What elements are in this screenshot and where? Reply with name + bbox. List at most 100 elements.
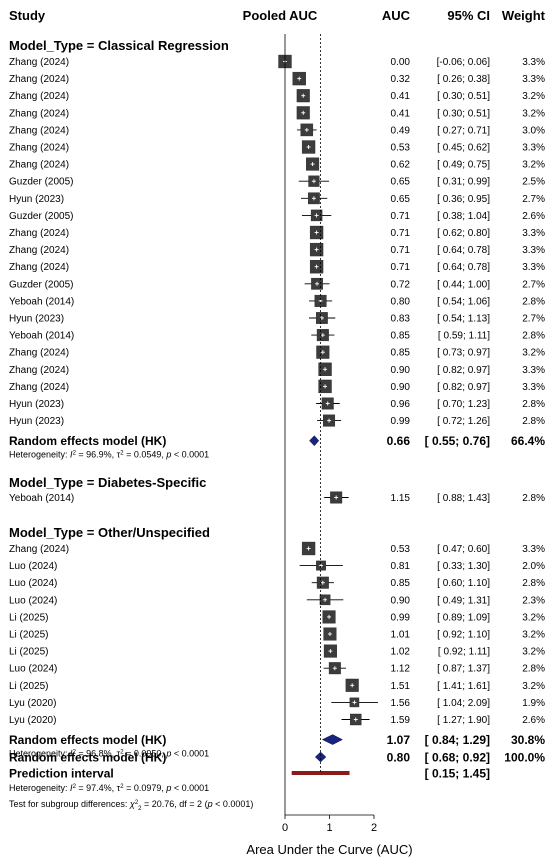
pooled-diamond <box>321 734 343 745</box>
ci-value: [ 0.62; 0.80] <box>437 228 490 239</box>
study-label: Zhang (2024) <box>9 544 69 555</box>
study-label: Hyun (2023) <box>9 416 64 427</box>
weight-value: 2.8% <box>522 416 545 427</box>
heterogeneity-text: Heterogeneity: I2 = 97.4%, τ2 = 0.0979, … <box>9 783 209 793</box>
ci-value: [ 0.73; 0.97] <box>437 348 490 359</box>
auc-value: 0.32 <box>391 74 411 85</box>
study-label: Zhang (2024) <box>9 245 69 256</box>
study-label: Luo (2024) <box>9 578 57 589</box>
het-i2-symbol: I <box>70 783 73 793</box>
ci-value: [ 0.88; 1.43] <box>437 493 490 504</box>
ci-value: [ 0.59; 1.11] <box>438 331 490 342</box>
auc-value: 0.83 <box>391 314 411 325</box>
study-label: Lyu (2020) <box>9 698 56 709</box>
study-label: Luo (2024) <box>9 595 57 606</box>
weight-value: 3.2% <box>522 160 545 171</box>
auc-value: 0.80 <box>391 296 411 307</box>
study-label: Hyun (2023) <box>9 399 64 410</box>
auc-value: 0.65 <box>391 194 411 205</box>
weight-value: 3.2% <box>522 647 545 658</box>
study-label: Zhang (2024) <box>9 262 69 273</box>
weight-value: 3.3% <box>522 262 545 273</box>
auc-value: 0.85 <box>391 578 411 589</box>
ci-value: [ 1.41; 1.61] <box>437 681 490 692</box>
study-label: Li (2025) <box>9 612 48 623</box>
het-i2-superscript: 2 <box>73 451 77 457</box>
prediction-bar <box>291 771 350 775</box>
het-tau-value: = 0.0950, <box>124 749 167 759</box>
het-prefix: Heterogeneity: <box>9 783 70 793</box>
weight-value: 2.8% <box>522 399 545 410</box>
pooled-label: Random effects model (HK) <box>9 434 166 448</box>
weight-value: 2.8% <box>522 331 545 342</box>
weight-value: 3.3% <box>522 228 545 239</box>
x-tick-label: 1 <box>326 822 332 834</box>
ci-value: [ 1.27; 1.90] <box>437 715 490 726</box>
weight-value: 1.9% <box>522 698 545 709</box>
weight-value: 3.3% <box>522 382 545 393</box>
x-tick-label: 2 <box>371 822 377 834</box>
ci-value: [ 0.92; 1.10] <box>437 630 490 641</box>
pooled-weight-value: 66.4% <box>511 434 545 448</box>
auc-value: 0.90 <box>391 382 411 393</box>
auc-value: 0.71 <box>391 228 411 239</box>
study-label: Hyun (2023) <box>9 194 64 205</box>
study-label: Zhang (2024) <box>9 348 69 359</box>
heterogeneity-text: Heterogeneity: I2 = 96.9%, τ2 = 0.0549, … <box>9 450 209 460</box>
ci-value: [-0.06; 0.06] <box>437 57 491 68</box>
weight-value: 2.6% <box>522 211 545 222</box>
auc-value: 0.41 <box>391 91 411 102</box>
study-label: Li (2025) <box>9 630 48 641</box>
header-auc: AUC <box>382 8 411 23</box>
weight-value: 3.2% <box>522 612 545 623</box>
weight-value: 3.2% <box>522 630 545 641</box>
auc-value: 0.53 <box>391 143 411 154</box>
auc-value: 0.41 <box>391 108 411 119</box>
weight-value: 3.2% <box>522 348 545 359</box>
ci-value: [ 0.49; 0.75] <box>437 160 490 171</box>
weight-value: 2.8% <box>522 664 545 675</box>
study-label: Zhang (2024) <box>9 382 69 393</box>
heterogeneity-text: Heterogeneity: I2 = 96.8%, τ2 = 0.0950, … <box>9 749 209 759</box>
ci-value: [ 0.60; 1.10] <box>437 578 490 589</box>
header-weight: Weight <box>502 8 546 23</box>
pooled-diamond <box>309 435 320 447</box>
ci-value: [ 0.87; 1.37] <box>437 664 490 675</box>
ci-value: [ 0.49; 1.31] <box>437 595 490 606</box>
ci-value: [ 0.33; 1.30] <box>437 561 490 572</box>
auc-value: 0.71 <box>391 211 411 222</box>
subgroup-test-prefix: Test for subgroup differences: <box>9 799 130 809</box>
weight-value: 2.7% <box>522 314 545 325</box>
study-label: Guzder (2005) <box>9 211 73 222</box>
auc-value: 0.72 <box>391 279 411 290</box>
ci-value: [ 0.82; 0.97] <box>437 365 490 376</box>
ci-value: [ 0.26; 0.38] <box>437 74 490 85</box>
auc-value: 1.51 <box>391 681 411 692</box>
study-label: Guzder (2005) <box>9 177 73 188</box>
auc-value: 0.71 <box>391 262 411 273</box>
weight-value: 3.3% <box>522 365 545 376</box>
header-pooled-auc: Pooled AUC <box>243 8 318 23</box>
study-label: Guzder (2005) <box>9 279 73 290</box>
auc-value: 0.96 <box>391 399 411 410</box>
auc-value: 0.99 <box>391 612 411 623</box>
ci-value: [ 0.64; 0.78] <box>437 262 490 273</box>
auc-value: 0.85 <box>391 331 411 342</box>
weight-value: 2.8% <box>522 578 545 589</box>
auc-value: 0.81 <box>391 561 411 572</box>
ci-value: [ 0.30; 0.51] <box>437 108 490 119</box>
auc-value: 1.56 <box>391 698 411 709</box>
subgroup-test-text: Test for subgroup differences: χ22 = 20.… <box>9 799 253 812</box>
ci-value: [ 0.64; 0.78] <box>437 245 490 256</box>
ci-value: [ 0.30; 0.51] <box>437 91 490 102</box>
ci-value: [ 0.31; 0.99] <box>437 177 490 188</box>
header-ci: 95% CI <box>447 8 490 23</box>
weight-value: 2.0% <box>522 561 545 572</box>
weight-value: 2.7% <box>522 279 545 290</box>
study-label: Zhang (2024) <box>9 125 69 136</box>
ci-value: [ 0.89; 1.09] <box>437 612 490 623</box>
study-label: Zhang (2024) <box>9 365 69 376</box>
study-label: Hyun (2023) <box>9 314 64 325</box>
pooled-weight-value: 30.8% <box>511 733 545 747</box>
